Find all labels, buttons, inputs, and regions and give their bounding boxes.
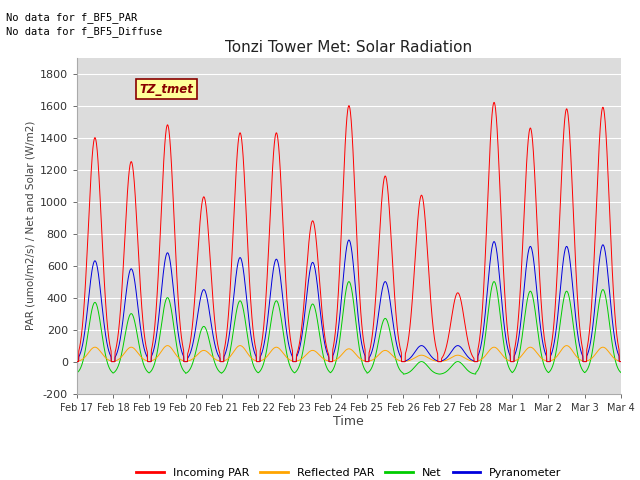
Y-axis label: PAR (umol/m2/s) / Net and Solar (W/m2): PAR (umol/m2/s) / Net and Solar (W/m2) xyxy=(26,121,35,330)
Text: TZ_tmet: TZ_tmet xyxy=(140,83,193,96)
Title: Tonzi Tower Met: Solar Radiation: Tonzi Tower Met: Solar Radiation xyxy=(225,40,472,55)
Text: No data for f_BF5_Diffuse: No data for f_BF5_Diffuse xyxy=(6,26,163,37)
Legend: Incoming PAR, Reflected PAR, Net, Pyranometer: Incoming PAR, Reflected PAR, Net, Pyrano… xyxy=(131,463,566,480)
Text: No data for f_BF5_PAR: No data for f_BF5_PAR xyxy=(6,12,138,23)
X-axis label: Time: Time xyxy=(333,415,364,429)
